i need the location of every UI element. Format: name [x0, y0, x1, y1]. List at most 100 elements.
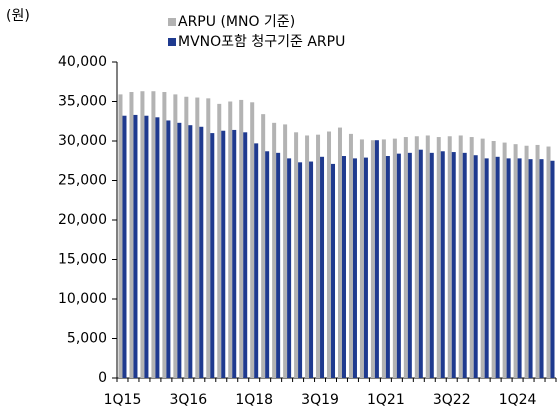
x-tick-label: 1Q21	[367, 392, 405, 408]
bar	[283, 124, 288, 378]
bar	[265, 151, 270, 378]
y-tick-label: 10,000	[58, 291, 107, 307]
bar	[513, 144, 518, 378]
bar	[144, 115, 149, 378]
bar	[206, 98, 211, 378]
x-tick-label: 3Q22	[433, 392, 471, 408]
bar	[469, 137, 474, 378]
x-tick-label: 3Q19	[301, 392, 339, 408]
bar	[298, 162, 303, 378]
bar	[276, 152, 281, 378]
bar	[261, 114, 266, 378]
x-tick-label: 1Q15	[104, 392, 142, 408]
bar	[396, 153, 401, 378]
bar	[363, 157, 368, 378]
bar	[418, 149, 423, 378]
legend-label: ARPU (MNO 기준)	[178, 14, 295, 30]
legend-swatch	[168, 18, 176, 26]
y-tick-label: 20,000	[58, 212, 107, 228]
bar	[546, 146, 551, 378]
y-tick-label: 0	[98, 370, 107, 386]
bar	[118, 94, 123, 378]
bar	[210, 133, 215, 378]
bar	[517, 158, 522, 378]
bar	[217, 103, 222, 379]
bar	[403, 137, 408, 378]
bar	[414, 136, 419, 378]
bar	[381, 139, 386, 378]
bar	[155, 117, 160, 379]
bar	[162, 92, 167, 379]
bar	[440, 151, 445, 378]
bar	[129, 92, 134, 379]
bar	[528, 159, 533, 378]
bar	[484, 158, 489, 378]
bar	[221, 130, 226, 378]
bar	[480, 138, 485, 378]
bar	[287, 158, 292, 378]
bar	[524, 145, 529, 378]
bar	[473, 155, 478, 378]
y-tick-label: 5,000	[67, 331, 107, 347]
bar	[370, 140, 375, 378]
bar	[195, 97, 200, 379]
bar	[392, 138, 397, 378]
bar	[491, 141, 496, 378]
bar	[228, 101, 233, 378]
bar	[272, 122, 277, 378]
bar	[458, 135, 463, 378]
bar	[436, 137, 441, 378]
x-tick-label: 1Q18	[235, 392, 273, 408]
bar	[243, 132, 248, 378]
bar	[352, 158, 357, 378]
y-tick-label: 25,000	[58, 173, 107, 189]
bar	[316, 134, 321, 378]
x-tick-label: 1Q24	[499, 392, 537, 408]
bar	[462, 152, 467, 378]
bar	[374, 140, 379, 378]
bar	[337, 127, 342, 378]
bar	[166, 120, 171, 379]
bar	[309, 161, 314, 378]
bar	[294, 132, 299, 378]
bar	[539, 159, 544, 378]
bar	[429, 152, 434, 378]
bar	[327, 131, 332, 378]
bar	[151, 91, 156, 378]
bar	[250, 102, 255, 378]
bar	[502, 142, 507, 378]
bar	[188, 125, 193, 378]
unit-label: (원)	[6, 8, 30, 24]
bar	[133, 114, 138, 379]
bar	[407, 152, 412, 378]
bar	[199, 126, 204, 378]
bar	[451, 152, 456, 378]
bar	[447, 136, 452, 378]
bar	[305, 135, 310, 378]
y-tick-label: 35,000	[58, 94, 107, 110]
bar	[254, 143, 259, 378]
bar	[239, 99, 244, 379]
bar	[550, 160, 555, 378]
bar	[122, 115, 127, 378]
bar	[495, 156, 500, 378]
bar	[173, 94, 178, 378]
y-tick-label: 40,000	[58, 54, 107, 70]
x-tick-label: 3Q16	[169, 392, 207, 408]
bar	[341, 156, 346, 378]
bar	[140, 91, 145, 378]
legend-swatch	[168, 38, 176, 46]
y-tick-label: 30,000	[58, 133, 107, 149]
bar	[331, 163, 336, 378]
bar	[359, 139, 364, 378]
bar	[385, 156, 390, 378]
bar	[184, 96, 189, 378]
bar	[320, 156, 325, 378]
bar	[535, 144, 540, 378]
y-tick-label: 15,000	[58, 252, 107, 268]
bar	[177, 122, 182, 378]
bar	[232, 129, 237, 378]
bar	[506, 158, 511, 378]
bar	[348, 133, 353, 378]
